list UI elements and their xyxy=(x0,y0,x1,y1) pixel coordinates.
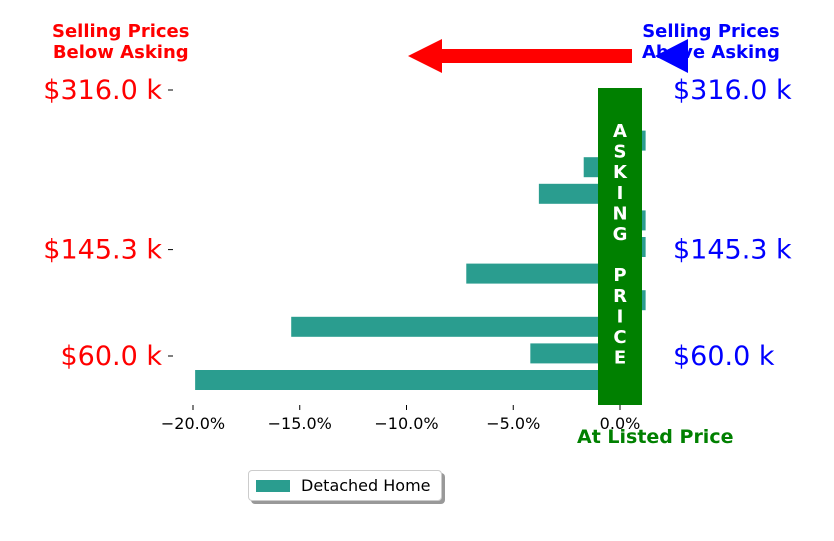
x-tick-label: 0.0% xyxy=(600,414,641,433)
legend: Detached Home xyxy=(248,470,442,501)
asking-price-letter: C xyxy=(613,327,626,348)
legend-label: Detached Home xyxy=(301,476,431,495)
y-axis-right: $316.0 k $145.3 k $60.0 k xyxy=(673,75,792,372)
y-tick-label-right: $145.3 k xyxy=(673,235,792,266)
y-axis-left: $316.0 k $145.3 k $60.0 k xyxy=(43,75,173,372)
y-tick-label-right: $316.0 k xyxy=(673,75,792,106)
asking-price-letter: K xyxy=(613,162,628,183)
x-tick-label: −15.0% xyxy=(268,414,332,433)
asking-price-letter: R xyxy=(613,286,627,307)
right-arrow-icon xyxy=(655,39,688,73)
listed-price-label: At Listed Price xyxy=(577,426,734,448)
asking-price-letter: I xyxy=(617,306,624,327)
asking-price-letter: N xyxy=(612,203,627,224)
x-tick-label: −5.0% xyxy=(486,414,540,433)
above-asking-line2: Above Asking xyxy=(642,42,780,63)
bar xyxy=(291,316,620,337)
direction-arrows xyxy=(408,39,688,73)
below-asking-header: Selling Prices Below Asking xyxy=(52,21,189,63)
above-asking-line1: Selling Prices xyxy=(642,21,780,42)
x-axis: −20.0% −15.0% −10.0% −5.0% 0.0% xyxy=(161,405,640,433)
y-tick-label-left: $145.3 k xyxy=(43,235,162,266)
asking-price-letter: E xyxy=(614,348,626,369)
x-tick-label: −20.0% xyxy=(161,414,225,433)
y-tick-label-left: $60.0 k xyxy=(60,341,162,372)
x-tick-label: −10.0% xyxy=(374,414,438,433)
asking-price-letter: G xyxy=(613,224,628,245)
bar xyxy=(195,370,620,390)
bar xyxy=(530,343,620,364)
asking-price-letter: P xyxy=(613,265,626,286)
asking-price-bar xyxy=(598,88,642,405)
above-asking-header: Selling Prices Above Asking xyxy=(642,21,780,63)
below-asking-line2: Below Asking xyxy=(52,42,189,63)
below-asking-line1: Selling Prices xyxy=(52,21,190,42)
bars-group xyxy=(195,104,646,390)
y-tick-label-left: $316.0 k xyxy=(43,75,162,106)
asking-price-letter: I xyxy=(617,183,624,204)
left-arrow-icon xyxy=(408,39,632,73)
asking-price-letter: A xyxy=(613,121,627,142)
legend-swatch xyxy=(256,480,290,492)
y-tick-label-right: $60.0 k xyxy=(673,341,775,372)
bar xyxy=(466,263,620,284)
asking-price-letter: S xyxy=(614,142,627,163)
